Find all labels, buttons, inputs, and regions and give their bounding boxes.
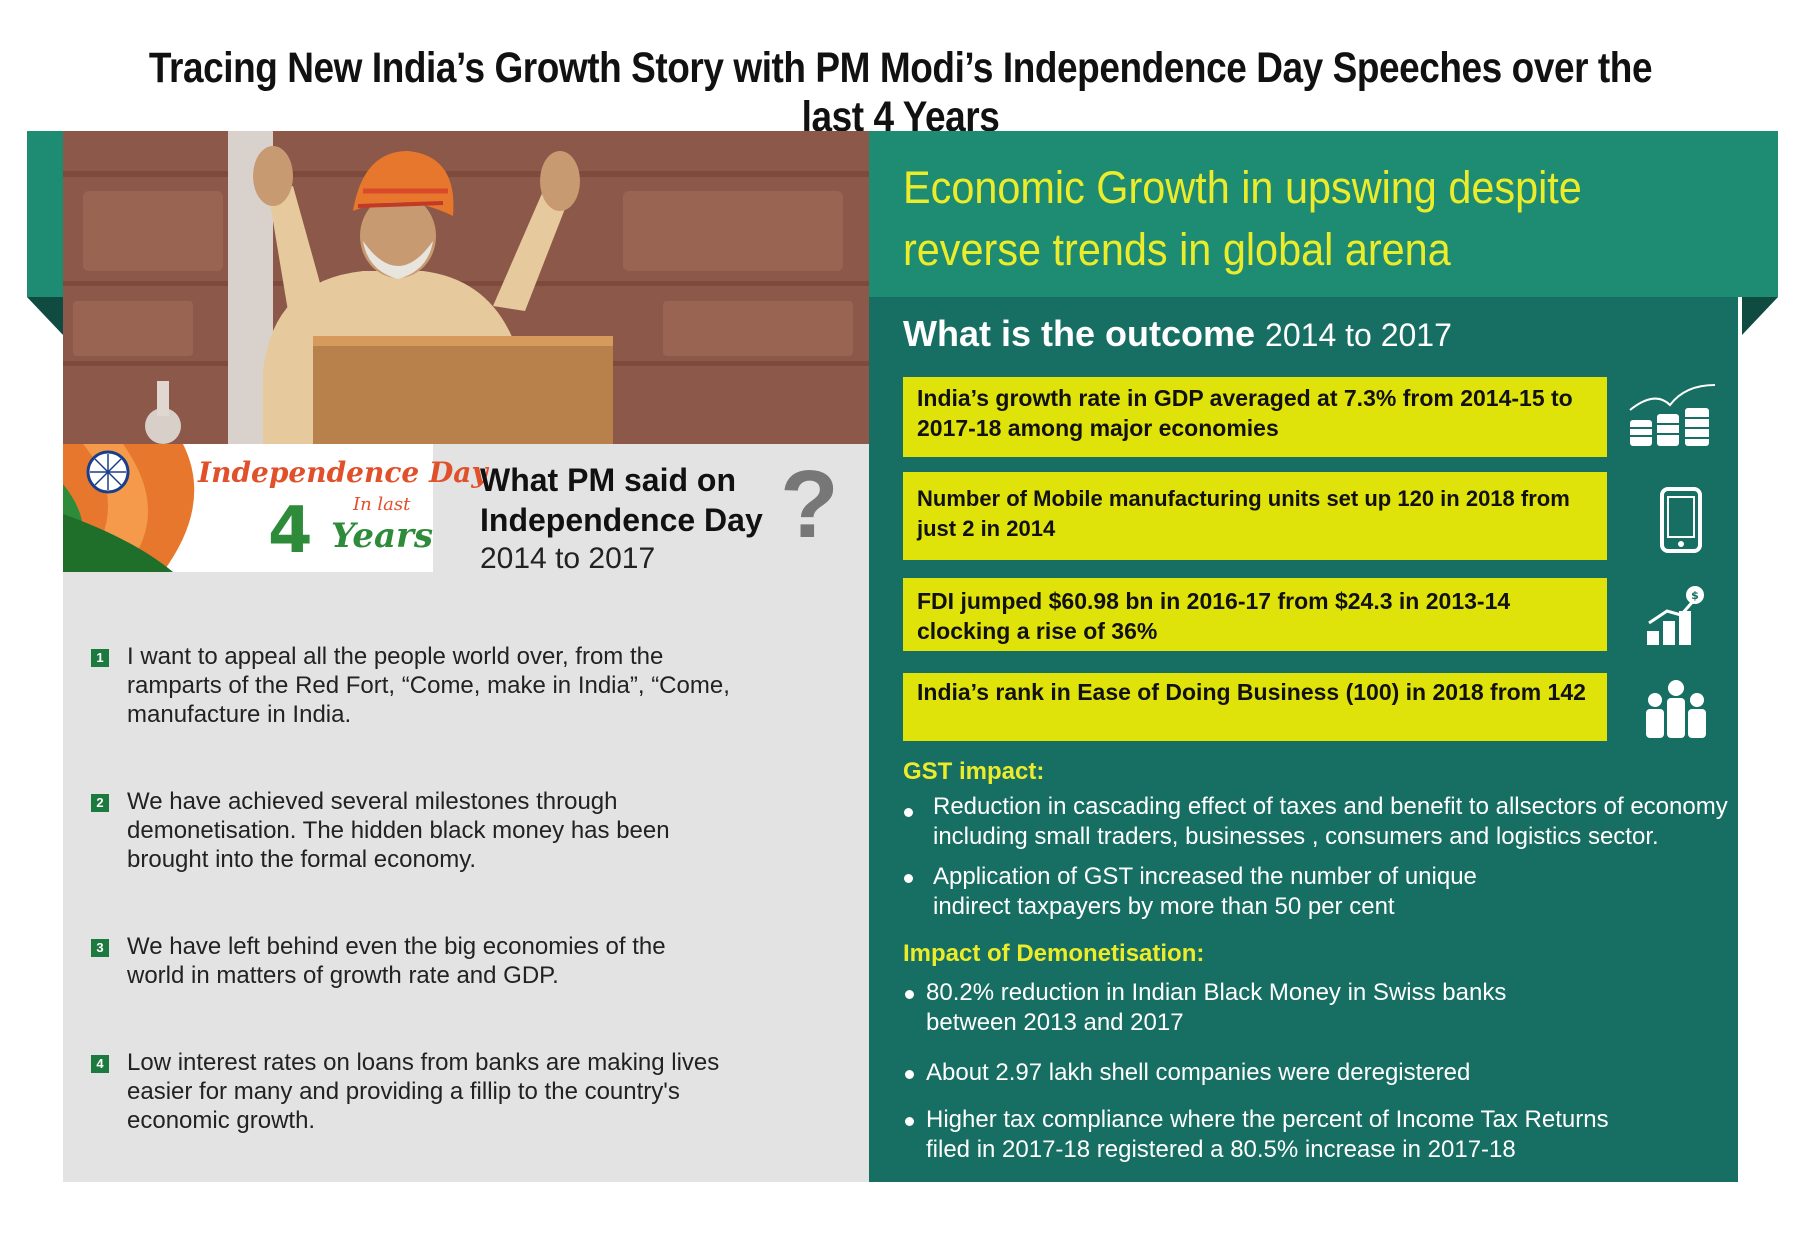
outcome-years: 2014 to 2017	[1265, 317, 1452, 353]
left-heading: What PM said on Independence Day	[480, 462, 763, 538]
bullet-dot	[905, 1070, 914, 1079]
right-panel	[869, 131, 1738, 1182]
people-group-icon	[1646, 680, 1706, 738]
svg-text:$: $	[1691, 589, 1699, 602]
coins-icon	[1629, 384, 1716, 446]
question-mark: ?	[780, 451, 839, 558]
badge-line3: Years	[331, 516, 434, 556]
right-title: Economic Growth in upswing despite rever…	[903, 162, 1582, 275]
quote-text: I want to appeal all the people world ov…	[127, 643, 730, 728]
outcome-heading: What is the outcome 2014 to 2017	[903, 313, 1452, 355]
stat-fdi: FDI jumped $60.98 bn in 2016-17 from $24…	[903, 578, 1607, 651]
badge-line2: In last	[353, 494, 411, 515]
independence-day-banner: Independence Day In last 4 Years	[63, 444, 869, 572]
quote-number: 2	[91, 794, 109, 812]
demonetisation-point: Higher tax compliance where the percent …	[926, 1106, 1609, 1163]
badge-line1: Independence Day	[198, 456, 488, 489]
demonetisation-title: Impact of Demonetisation:	[903, 940, 1205, 967]
quote-number: 4	[91, 1055, 109, 1073]
page-title: Tracing New India’s Growth Story with PM…	[148, 44, 1653, 141]
gst-title: GST impact:	[903, 758, 1045, 785]
stat-ease-business: India’s rank in Ease of Doing Business (…	[903, 673, 1607, 741]
quote-number: 3	[91, 939, 109, 957]
ribbon-fold-left	[27, 297, 63, 335]
quote-text: We have left behind even the big economi…	[127, 933, 666, 989]
stat-gdp: India’s growth rate in GDP averaged at 7…	[903, 377, 1607, 457]
stat-mobile: Number of Mobile manufacturing units set…	[903, 472, 1607, 560]
quote-number: 1	[91, 649, 109, 667]
tricolor-swoosh	[63, 444, 433, 572]
bullet-dot	[904, 808, 913, 817]
speech-photo	[63, 131, 869, 444]
demonetisation-point: 80.2% reduction in Indian Black Money in…	[926, 979, 1507, 1036]
quote-text: We have achieved several milestones thro…	[127, 788, 670, 873]
bullet-dot	[905, 1117, 914, 1126]
demonetisation-point: About 2.97 lakh shell companies were der…	[926, 1059, 1471, 1086]
outcome-label: What is the outcome	[903, 313, 1256, 354]
bar-chart-growth-icon: $	[1647, 586, 1704, 645]
gst-point: Reduction in cascading effect of taxes a…	[933, 793, 1728, 850]
speech-photo-illustration	[63, 131, 869, 444]
gst-point: Application of GST increased the number …	[933, 863, 1477, 920]
bullet-dot	[904, 874, 913, 883]
left-years: 2014 to 2017	[480, 542, 656, 575]
bullet-dot	[905, 990, 914, 999]
right-header	[869, 131, 1738, 297]
quote-text: Low interest rates on loans from banks a…	[127, 1049, 720, 1134]
ribbon-fold-right	[1742, 297, 1778, 335]
mobile-phone-icon	[1660, 487, 1702, 553]
badge-number: 4	[268, 494, 313, 568]
